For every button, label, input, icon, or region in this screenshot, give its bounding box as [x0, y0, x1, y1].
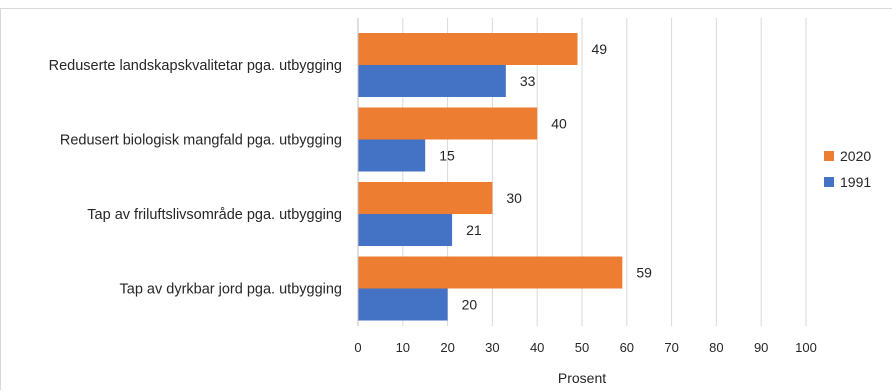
legend-swatch-1991 [824, 177, 834, 187]
category-labels: Reduserte landskapskvalitetar pga. utbyg… [49, 58, 342, 298]
data-label: 30 [506, 190, 522, 206]
x-tick-label: 40 [530, 340, 544, 355]
legend-label: 2020 [840, 148, 871, 164]
legend-label: 1991 [840, 174, 871, 190]
x-tick-label: 30 [485, 340, 499, 355]
category-label: Reduserte landskapskvalitetar pga. utbyg… [49, 58, 342, 74]
x-tick-label: 0 [354, 340, 361, 355]
bar-2020 [358, 33, 578, 65]
legend-swatch-2020 [824, 151, 834, 161]
bar-1991 [358, 139, 426, 172]
bar-1991 [358, 288, 448, 321]
x-tick-label: 10 [396, 340, 410, 355]
data-label: 49 [592, 41, 608, 57]
x-tick-label: 50 [575, 340, 589, 355]
data-label: 21 [466, 222, 482, 238]
chart-frame [0, 8, 892, 390]
bar-1991 [358, 65, 506, 97]
bar-2020 [358, 256, 623, 289]
x-tick-label: 60 [620, 340, 634, 355]
data-label: 40 [551, 116, 567, 132]
data-label: 15 [439, 148, 455, 164]
bar-2020 [358, 107, 538, 140]
bars [358, 33, 623, 321]
category-label: Redusert biologisk mangfald pga. utbyggi… [60, 133, 342, 149]
data-label: 59 [636, 265, 652, 281]
x-tick-label: 100 [795, 340, 817, 355]
legend: 2020 1991 [824, 148, 871, 190]
x-tick-label: 20 [440, 340, 454, 355]
data-label: 33 [520, 73, 536, 89]
x-tick-label: 90 [754, 340, 768, 355]
data-labels: 49 33 40 15 30 21 59 20 [439, 41, 652, 313]
bar-1991 [358, 214, 453, 246]
x-tick-labels: 0 10 20 30 40 50 60 70 80 90 100 [354, 340, 816, 355]
x-axis-title: Prosent [558, 370, 606, 386]
bar-2020 [358, 182, 493, 214]
category-label: Tap av dyrkbar jord pga. utbygging [120, 282, 342, 298]
x-tick-label: 70 [664, 340, 678, 355]
data-label: 20 [462, 297, 478, 313]
category-label: Tap av friluftslivsområde pga. utbygging [87, 207, 342, 223]
x-tick-label: 80 [709, 340, 723, 355]
